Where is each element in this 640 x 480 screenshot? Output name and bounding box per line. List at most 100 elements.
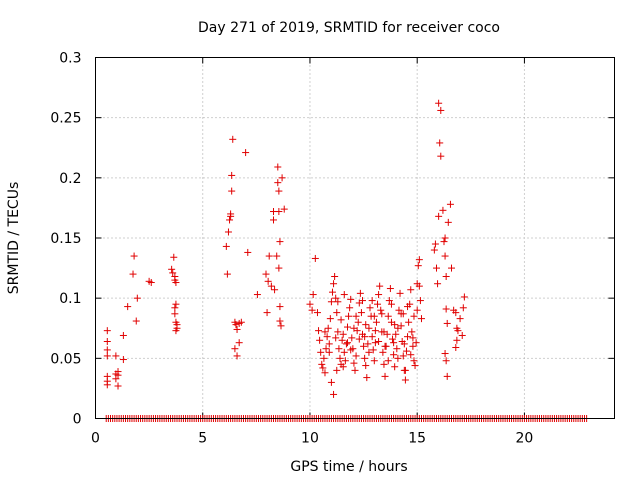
data-point bbox=[350, 324, 358, 332]
data-point bbox=[354, 318, 362, 326]
data-point bbox=[380, 360, 388, 368]
data-point bbox=[350, 359, 358, 367]
data-point bbox=[330, 280, 338, 288]
data-point bbox=[340, 291, 348, 299]
data-point bbox=[347, 295, 355, 303]
data-point bbox=[404, 303, 412, 311]
y-tick-label: 0 bbox=[73, 412, 82, 428]
data-point bbox=[432, 264, 440, 272]
data-point bbox=[361, 333, 369, 341]
data-point bbox=[306, 300, 314, 308]
data-point bbox=[262, 270, 270, 278]
x-tick-label: 0 bbox=[91, 431, 100, 447]
data-point bbox=[441, 234, 449, 242]
data-point bbox=[390, 351, 398, 359]
data-point bbox=[119, 331, 127, 339]
data-point bbox=[399, 352, 407, 360]
data-point bbox=[459, 304, 467, 312]
data-point bbox=[375, 291, 383, 299]
y-tick-label: 0.25 bbox=[50, 111, 81, 127]
data-point bbox=[453, 336, 461, 344]
data-point bbox=[384, 312, 392, 320]
data-point bbox=[343, 323, 351, 331]
data-point bbox=[171, 304, 179, 312]
data-point bbox=[112, 375, 120, 383]
data-point bbox=[338, 336, 346, 344]
data-point bbox=[309, 291, 317, 299]
data-point bbox=[103, 352, 111, 360]
data-point bbox=[362, 321, 370, 329]
data-point bbox=[333, 309, 341, 317]
data-point bbox=[169, 269, 177, 277]
data-point bbox=[441, 252, 449, 260]
data-point bbox=[452, 344, 460, 352]
data-point bbox=[132, 317, 140, 325]
data-point bbox=[434, 280, 442, 288]
y-axis-label: SRMTID / TECUs bbox=[6, 182, 22, 295]
data-point bbox=[352, 352, 360, 360]
data-point bbox=[170, 253, 178, 261]
data-point bbox=[275, 208, 283, 216]
data-point bbox=[370, 357, 378, 365]
data-point bbox=[347, 346, 355, 354]
data-point bbox=[440, 238, 448, 246]
data-point bbox=[413, 306, 421, 314]
data-point bbox=[222, 242, 230, 250]
data-point bbox=[401, 366, 409, 374]
data-point bbox=[435, 99, 443, 107]
data-point bbox=[371, 327, 379, 335]
data-point bbox=[273, 252, 281, 260]
data-point bbox=[359, 297, 367, 305]
data-point bbox=[308, 306, 316, 314]
data-point bbox=[280, 205, 288, 213]
grid-layer bbox=[95, 57, 615, 419]
data-point bbox=[442, 357, 450, 365]
data-point bbox=[322, 345, 330, 353]
data-point bbox=[253, 291, 261, 299]
data-point bbox=[114, 382, 122, 390]
data-point bbox=[375, 337, 383, 345]
data-point bbox=[274, 163, 282, 171]
data-point bbox=[365, 324, 373, 332]
data-point bbox=[274, 179, 282, 187]
data-point bbox=[321, 328, 329, 336]
data-point bbox=[342, 340, 350, 348]
data-point bbox=[330, 390, 338, 398]
data-point bbox=[263, 309, 271, 317]
data-point bbox=[224, 228, 232, 236]
data-point bbox=[368, 333, 376, 341]
data-point bbox=[444, 218, 452, 226]
data-point bbox=[410, 312, 418, 320]
data-point bbox=[389, 335, 397, 343]
data-point bbox=[357, 309, 365, 317]
data-point bbox=[147, 279, 155, 287]
data-point bbox=[351, 366, 359, 374]
data-point bbox=[237, 318, 245, 326]
data-point bbox=[341, 357, 349, 365]
plot-frame bbox=[95, 57, 615, 419]
data-point bbox=[345, 312, 353, 320]
data-point bbox=[233, 352, 241, 360]
data-point bbox=[416, 297, 424, 305]
data-point bbox=[430, 246, 438, 254]
data-point bbox=[316, 336, 324, 344]
data-point bbox=[229, 135, 237, 143]
data-point bbox=[378, 310, 386, 318]
data-point bbox=[454, 327, 462, 335]
data-point bbox=[275, 264, 283, 272]
data-point bbox=[391, 363, 399, 371]
data-point bbox=[385, 297, 393, 305]
data-point bbox=[392, 330, 400, 338]
data-point bbox=[232, 321, 240, 329]
y-tick-label: 0.1 bbox=[59, 291, 81, 307]
data-point bbox=[360, 342, 368, 350]
data-point bbox=[129, 270, 137, 278]
data-point bbox=[346, 304, 354, 312]
data-point bbox=[399, 310, 407, 318]
data-point bbox=[231, 345, 239, 353]
data-point bbox=[227, 212, 235, 220]
data-point bbox=[334, 298, 342, 306]
data-point bbox=[363, 374, 371, 382]
data-point bbox=[405, 318, 413, 326]
